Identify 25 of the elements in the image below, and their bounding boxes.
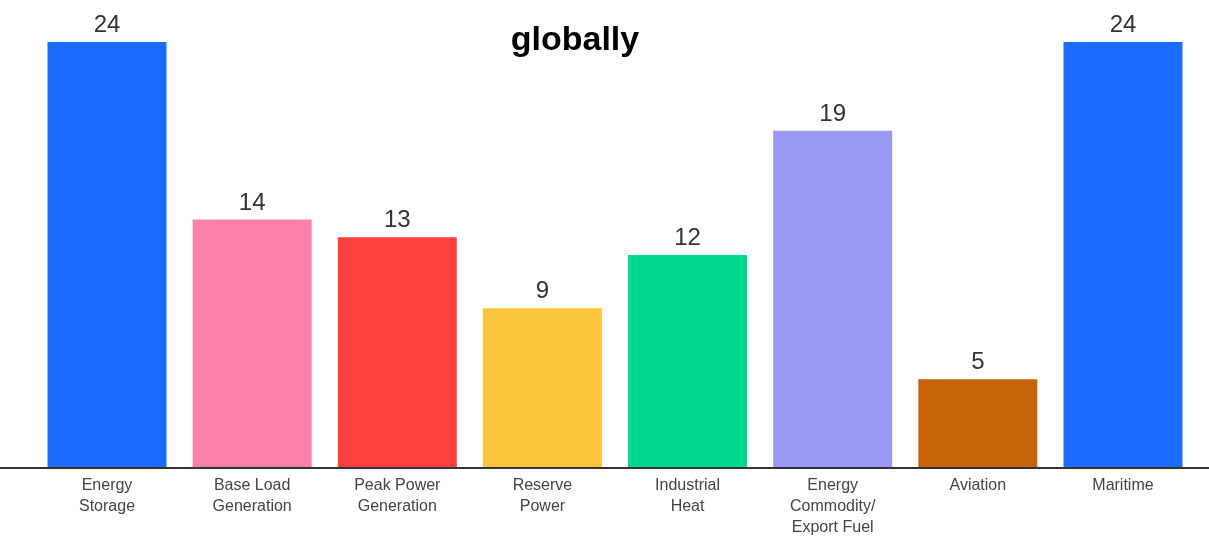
- data-label: 24: [93, 10, 121, 37]
- data-label: 19: [819, 98, 847, 126]
- data-label: 12: [674, 223, 701, 250]
- x-tick-label: Reserve Power: [512, 476, 573, 514]
- data-label: 9: [535, 276, 550, 304]
- x-tick-label: Peak Power Generation: [354, 476, 442, 514]
- bar: [773, 130, 893, 468]
- x-tick-label: Energy Storage: [79, 476, 136, 514]
- data-label: 5: [971, 347, 985, 375]
- bar: [918, 379, 1038, 468]
- x-tick-label: Base Load Generation: [212, 476, 292, 514]
- bar: [628, 255, 748, 468]
- data-label: 14: [238, 187, 266, 215]
- bar: [47, 42, 167, 468]
- bar: [482, 308, 602, 468]
- x-tick-label: Industrial Heat: [655, 476, 721, 514]
- x-tick-label: Aviation: [949, 476, 1007, 493]
- x-tick-label: Energy Commodity/ Export Fuel: [790, 476, 876, 535]
- bar: [337, 237, 457, 468]
- x-tick-label: Maritime: [1092, 476, 1154, 493]
- chart-title: globally: [510, 19, 640, 57]
- bar: [1063, 42, 1183, 468]
- bar: [192, 219, 312, 468]
- data-label: 13: [383, 205, 411, 233]
- data-label: 24: [1109, 10, 1137, 37]
